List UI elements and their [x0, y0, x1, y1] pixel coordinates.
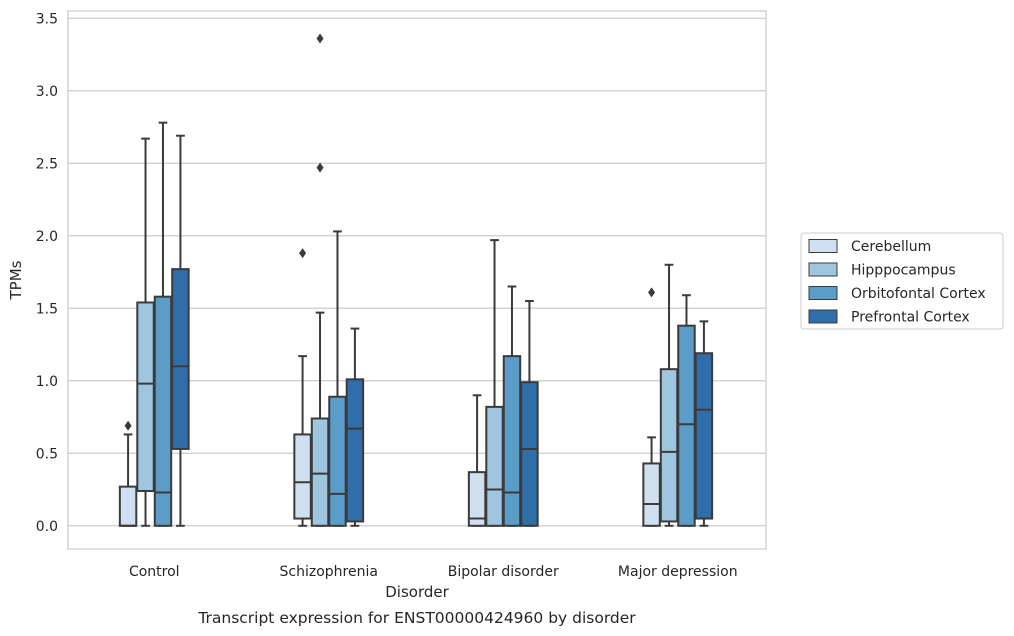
- box-iqr: [118, 485, 138, 527]
- box-group: [485, 239, 504, 527]
- box-group: [694, 320, 714, 527]
- outlier-point: [124, 420, 132, 431]
- x-tick-label: Bipolar disorder: [448, 564, 559, 580]
- y-axis-label: TPMs: [7, 260, 25, 300]
- box-iqr: [520, 381, 539, 527]
- x-tick-label: Schizophrenia: [280, 564, 378, 580]
- y-tick-label: 1.0: [36, 374, 58, 390]
- x-tick-label: Control: [129, 564, 180, 580]
- box-group: [171, 134, 190, 527]
- y-tick-label: 3.0: [36, 84, 58, 100]
- y-tick-label: 0.0: [36, 519, 58, 535]
- box-iqr: [310, 417, 330, 527]
- legend-swatch: [808, 262, 838, 277]
- y-tick-label: 2.0: [36, 229, 58, 245]
- x-tick-label: Major depression: [618, 564, 738, 580]
- box-iqr: [153, 295, 173, 527]
- box-iqr: [345, 378, 365, 523]
- x-axis-ticks: Control Schizophrenia Bipolar disorder Majo…: [129, 564, 738, 580]
- legend-label: Cerebellum: [851, 239, 931, 255]
- box-group: [328, 230, 347, 527]
- outlier-point: [299, 248, 307, 259]
- box-iqr: [485, 405, 504, 527]
- box-group: [642, 287, 661, 527]
- box-group: [293, 248, 312, 527]
- box-group: [659, 263, 679, 527]
- box-iqr: [293, 433, 312, 520]
- box-iqr: [677, 324, 696, 527]
- box-iqr: [136, 301, 155, 492]
- legend-frame: [800, 232, 1004, 330]
- box-group: [677, 294, 696, 527]
- box-group: [153, 121, 173, 527]
- legend-swatch: [808, 309, 838, 324]
- box-group: [118, 420, 138, 527]
- y-tick-label: 2.5: [36, 156, 58, 172]
- box-iqr: [171, 268, 190, 450]
- y-tick-label: 3.5: [36, 11, 58, 27]
- box-group: [136, 137, 155, 527]
- legend-label: Prefrontal Cortex: [851, 310, 970, 326]
- figure-caption: Transcript expression for ENST0000042496…: [197, 609, 636, 627]
- y-tick-label: 0.5: [36, 446, 58, 462]
- y-axis-ticks: 0.0 0.5 1.0 1.5 2.0 2.5 3.0 3.5: [36, 11, 58, 535]
- box-group: [520, 300, 539, 527]
- box-group: [502, 285, 522, 527]
- box-iqr: [328, 395, 347, 527]
- x-axis-label: Disorder: [385, 583, 449, 601]
- box-iqr: [694, 352, 714, 520]
- box-layer: [118, 33, 714, 527]
- legend: Cerebellum Hipppocampus Orbitofontal Corte…: [800, 232, 1004, 330]
- legend-swatch: [808, 239, 838, 253]
- legend-swatch: [808, 286, 838, 300]
- box-iqr: [659, 368, 679, 523]
- box-group: [310, 33, 330, 527]
- plot-area-frame: [67, 10, 767, 550]
- box-iqr: [642, 462, 661, 527]
- legend-label: Orbitofontal Cortex: [851, 286, 986, 302]
- box-group: [345, 327, 365, 527]
- outlier-point: [316, 33, 324, 44]
- y-tick-label: 1.5: [36, 301, 58, 317]
- outlier-point: [316, 162, 324, 173]
- legend-label: Hipppocampus: [851, 263, 956, 279]
- box-iqr: [502, 355, 522, 527]
- box-group: [467, 394, 487, 527]
- outlier-point: [648, 287, 656, 298]
